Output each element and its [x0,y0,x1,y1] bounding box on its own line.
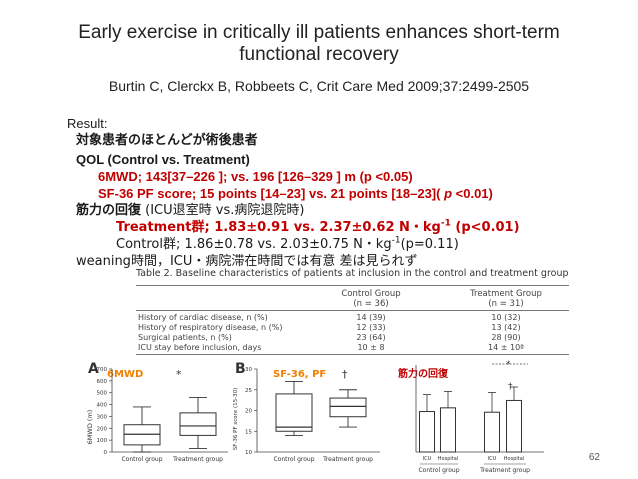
row-label: History of cardiac disease, n (%) [138,313,268,322]
panel-a-box [179,412,217,436]
baseline-table: Table 2. Baseline characteristics of pat… [136,268,569,366]
row-control: 14 (39) [356,313,386,322]
citation: Burtin C, Clerckx B, Robbeets C, Crit Ca… [108,78,530,94]
panel-c-star: * [506,360,511,370]
table-col1-n: (n = 36) [353,299,389,309]
slide-title-line2: functional recovery [239,44,399,65]
ctrl-text-a: Control群; 1.86±0.78 vs. 2.03±0.75 N・kg [116,237,392,252]
panel-a-chart: A 6MWD * 6MWD (m) 700 600 500 400 300 200 100 0… [86,361,228,463]
panel-c-bar [484,411,500,453]
panel-b-box [275,393,313,432]
panel-a-ytick-label: 300 [97,414,108,420]
panel-a-letter: A [88,361,99,377]
row-control: 12 (33) [356,323,386,332]
sf36-p: p [444,186,453,201]
row-treatment: 28 (90) [491,333,521,342]
row-control: 10 ± 8 [357,343,385,352]
panel-c-xlabel-hospital-1: Hospital [438,456,458,462]
sf36-text-a: SF-36 PF score; 15 points [14–23] vs. 21… [98,186,445,201]
panel-c-group-treatment: Treatment group [479,467,530,474]
sf36-result: SF-36 PF score; 15 points [14–23] vs. 21… [98,185,493,202]
panel-a-ytick-label: 500 [97,391,108,397]
panel-c-xlabel-hospital-2: Hospital [504,456,524,462]
panel-b-box [329,397,367,418]
panel-c-bar [419,411,435,453]
strength-sub: (ICU退室時 vs.病院退院時) [141,203,305,218]
panel-a-tag: 6MWD [107,369,143,380]
panel-a-xlabel-control: Control group [121,456,162,463]
panel-c-chart: 筋力の回復 * † ICU Hospital ICU Hospital Cont… [397,360,544,474]
table-rule-bottom [136,354,569,355]
control-strength: Control群; 1.86±0.78 vs. 2.03±0.75 N・kg-1… [116,236,459,253]
panel-b-tag: SF-36, PF [273,369,326,380]
panel-a-xlabel-treatment: Treatment group [172,456,223,463]
row-label: History of respiratory disease, n (%) [138,323,283,332]
figure-charts: A 6MWD * 6MWD (m) 700 600 500 400 300 200 100 0… [86,360,544,474]
panel-a-ytick-label: 600 [97,379,108,385]
panel-b-ytick-label: 25 [245,388,252,394]
row-label: ICU stay before inclusion, days [138,343,262,352]
panel-c-group-control: Control group [418,467,459,474]
result-label: Result: [67,116,108,131]
panel-b-dagger: † [342,368,348,381]
row-treatment: 10 (32) [491,313,521,322]
table-rule-top [136,285,569,286]
panel-b-xlabel-treatment: Treatment group [322,456,373,463]
table-col2-n: (n = 31) [488,299,524,309]
panel-a-ytick-label: 0 [104,450,108,456]
panel-b-ytick-label: 20 [245,409,252,415]
ctrl-text-b: (p=0.11) [400,237,459,252]
panel-b-ytick-label: 15 [245,429,252,435]
panel-b-chart: B SF-36, PF † SF-36 PF score (15-30) 30 2… [233,361,380,463]
6mwd-result: 6MWD; 143[37–226 ]; vs. 196 [126–329 ] m… [98,169,413,184]
slide-title-line1: Early exercise in critically ill patient… [78,22,560,43]
treatment-strength: Treatment群; 1.83±0.91 vs. 2.37±0.62 N・kg… [116,219,520,236]
table-row: History of cardiac disease, n (%) 14 (39)… [136,313,569,322]
panel-b-xlabel-control: Control group [273,456,314,463]
sf36-text-b: <0.01) [452,186,493,201]
panel-c-xlabel-icu-2: ICU [488,456,497,462]
panel-b-letter: B [235,361,246,377]
row-treatment: 13 (42) [491,323,521,332]
panel-b-ytick-label: 30 [245,367,252,373]
row-treatment: 14 ± 10ª [488,343,524,352]
treat-text-a: Treatment群; 1.83±0.91 vs. 2.37±0.62 N・kg [116,220,441,235]
table-rule-mid [136,310,569,311]
treat-sup: -1 [440,218,451,229]
table-row: Surgical patients, n (%) 23 (64) 28 (90) [136,333,569,342]
page-number: 62 [588,452,600,463]
row-label: Surgical patients, n (%) [138,333,232,342]
panel-c-tag: 筋力の回復 [397,367,449,380]
qol-heading: QOL (Control vs. Treatment) [76,152,250,167]
table-row: ICU stay before inclusion, days 10 ± 8 14 … [136,343,569,352]
table-col2-header: Treatment Group [470,289,542,299]
strength-heading: 筋力の回復 [76,203,142,218]
panel-c-xlabel-icu-1: ICU [423,456,432,462]
majority-surgical-line: 対象患者のほとんどが術後患者 [76,133,258,148]
panel-a-ytick-label: 100 [97,438,108,444]
table-caption: Table 2. Baseline characteristics of pat… [136,268,569,279]
panel-a-ytick-label: 400 [97,403,108,409]
panel-a-ytick-label: 200 [97,426,108,432]
strength-line: 筋力の回復 (ICU退室時 vs.病院退院時) [76,202,304,219]
ctrl-sup: -1 [391,235,401,246]
panel-a-ylabel: 6MWD (m) [86,410,94,445]
panel-b-ytick-label: 10 [245,450,252,456]
table-row: History of respiratory disease, n (%) 12 … [136,323,569,332]
panel-b-ylabel: SF-36 PF score (15-30) [233,388,239,450]
panel-c-bar [440,407,456,453]
weaning-line: weaning時間，ICU・病院滞在時間では有意 差は見られず [76,254,418,269]
panel-a-ytick-label: 700 [97,367,108,373]
panel-c-bar [506,399,522,453]
treat-text-b: (p<0.01) [450,220,520,235]
panel-a-star: * [176,368,182,381]
table-col1-header: Control Group [341,289,401,299]
row-control: 23 (64) [356,333,386,342]
